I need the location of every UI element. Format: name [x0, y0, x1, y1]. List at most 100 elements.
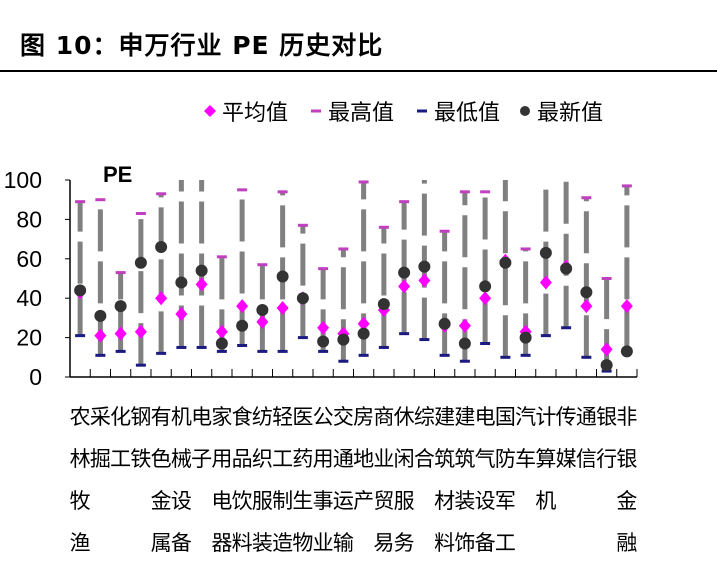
category-label-char: 药: [292, 447, 313, 471]
category-label-char: 商: [373, 405, 394, 429]
category-label-char: 用: [211, 447, 232, 471]
category-label-char: 造: [272, 531, 293, 555]
min-marker: [237, 343, 248, 347]
avg-marker: [398, 279, 411, 294]
min-marker: [338, 359, 349, 363]
category-label-char: 料: [434, 531, 455, 555]
category-label-char: 织: [252, 447, 273, 471]
y-tick-label: 60: [16, 246, 42, 272]
category-label-char: 牧: [70, 489, 91, 513]
latest-marker: [620, 345, 633, 358]
category-label-char: 林: [70, 447, 91, 471]
legend-label: 最新值: [537, 101, 603, 126]
min-marker: [216, 349, 227, 353]
latest-marker: [134, 256, 147, 269]
min-marker: [277, 349, 288, 353]
max-marker: [459, 190, 470, 194]
category-label-char: 事: [313, 489, 334, 513]
latest-marker: [276, 270, 289, 283]
y-axis-label: PE: [103, 162, 132, 187]
avg-marker: [155, 291, 168, 306]
latest-marker: [236, 319, 249, 332]
min-marker: [156, 351, 167, 355]
max-marker: [358, 180, 369, 184]
max-marker: [581, 196, 592, 200]
category-label-char: 算: [535, 447, 556, 471]
min-marker: [75, 334, 86, 338]
min-marker: [196, 345, 207, 349]
category-label-char: 综: [414, 405, 435, 429]
avg-marker: [418, 273, 431, 288]
legend-circle-icon: [520, 106, 530, 116]
category-label-char: 医: [292, 405, 313, 429]
latest-marker: [357, 327, 370, 340]
latest-marker: [479, 280, 492, 293]
latest-marker: [74, 284, 87, 297]
category-label-char: 建: [454, 405, 475, 429]
category-label-char: 品: [232, 447, 253, 471]
category-label-char: 设: [171, 489, 192, 513]
category-label-char: 轻: [272, 405, 293, 429]
category-label-char: 传: [556, 405, 577, 429]
category-label-char: 装: [454, 489, 475, 513]
avg-marker: [479, 291, 492, 306]
latest-marker: [377, 298, 390, 311]
y-tick-label: 20: [16, 325, 42, 351]
min-marker: [520, 353, 531, 357]
latest-marker: [519, 331, 532, 344]
category-label-char: 公: [313, 405, 334, 429]
min-marker: [135, 363, 146, 367]
latest-marker: [317, 335, 330, 348]
category-label-char: 掘: [90, 447, 111, 471]
category-label-char: 纺: [252, 405, 273, 429]
category-label-char: 属: [151, 531, 172, 555]
category-label-char: 易: [373, 531, 394, 555]
max-marker: [95, 198, 106, 202]
category-label-char: 食: [232, 405, 253, 429]
latest-marker: [215, 337, 228, 350]
category-label-char: 业: [313, 531, 334, 555]
avg-marker: [539, 275, 552, 290]
latest-marker: [499, 256, 512, 269]
category-label-char: 工: [110, 447, 131, 471]
category-label-char: 务: [394, 531, 415, 555]
min-marker: [500, 355, 511, 359]
min-marker: [176, 345, 187, 349]
y-tick-label: 0: [29, 364, 42, 390]
min-marker: [257, 349, 268, 353]
avg-marker: [317, 320, 330, 335]
category-label-char: 闲: [394, 447, 415, 471]
category-label-char: 通: [333, 447, 354, 471]
category-label-char: 休: [394, 405, 415, 429]
min-marker: [115, 349, 126, 353]
category-label-char: 车: [515, 447, 536, 471]
category-label-char: 备: [171, 531, 192, 555]
category-label-char: 化: [110, 405, 131, 429]
legend-dash-icon: [417, 109, 427, 113]
legend-label: 最低值: [434, 101, 500, 126]
y-tick-label: 80: [16, 206, 42, 232]
figure-title: 图 10：申万行业 PE 历史对比: [20, 31, 384, 60]
category-label-char: 非: [616, 405, 637, 429]
category-label-char: 运: [333, 489, 354, 513]
latest-marker: [539, 246, 552, 259]
latest-marker: [94, 309, 107, 322]
category-label-char: 家: [211, 405, 232, 429]
min-marker: [581, 355, 592, 359]
latest-marker: [155, 240, 168, 253]
category-label-char: 电: [191, 405, 212, 429]
category-label-char: 输: [333, 531, 354, 555]
category-label-char: 生: [292, 489, 313, 513]
category-label-char: 筑: [454, 447, 475, 471]
category-label-char: 用: [313, 447, 334, 471]
category-label-char: 有: [151, 405, 172, 429]
latest-marker: [256, 304, 269, 317]
avg-marker: [256, 314, 269, 329]
avg-marker: [600, 342, 613, 357]
y-tick-label: 40: [16, 285, 42, 311]
min-marker: [561, 326, 572, 330]
latest-marker: [438, 317, 451, 330]
category-label-char: 行: [596, 447, 617, 471]
latest-marker: [175, 276, 188, 289]
